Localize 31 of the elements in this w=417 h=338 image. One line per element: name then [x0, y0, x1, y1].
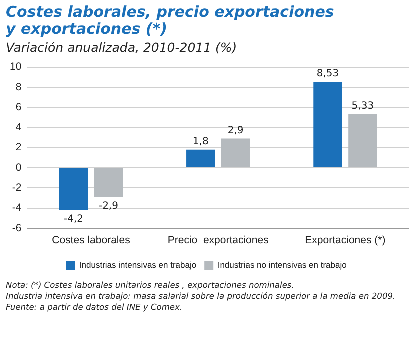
bar — [314, 82, 342, 168]
y-tick-label: 0 — [16, 162, 22, 174]
y-tick-label: -4 — [12, 202, 22, 214]
text: Industria intensiva en trabajo: masa salarial sobre la producción superior a la media en 2009. — [6, 291, 397, 302]
y-tick-label: 6 — [16, 101, 22, 114]
data-label: -2,9 — [98, 200, 118, 212]
y-tick-label: -2 — [12, 182, 22, 194]
source-note: Fuente: a partir de datos del INE y Comex. — [6, 302, 184, 313]
x-tick-label: Precio exportaciones — [168, 234, 269, 247]
data-label: -4,2 — [64, 214, 84, 225]
data-label: 2,9 — [228, 125, 244, 136]
y-tick-label: 8 — [16, 81, 22, 94]
chart-subtitle: Variación anualizada, 2010-2011 (%) — [6, 40, 238, 55]
legend-label: Industrias no intensivas en trabajo — [218, 260, 348, 270]
bar — [221, 138, 250, 168]
y-tick-label: 4 — [16, 122, 22, 134]
y-tick-label: -6 — [12, 222, 22, 234]
x-tick-label: Costes laborales — [52, 234, 130, 247]
x-tick-label: Exportaciones (*) — [305, 234, 386, 247]
y-tick-label: 10 — [10, 61, 22, 74]
y-tick-label: 2 — [16, 142, 22, 154]
bar — [94, 168, 124, 198]
data-label: 5,33 — [352, 100, 374, 112]
bar — [186, 150, 216, 168]
text: Nota: (*) Costes laborales unitarios reales , exportaciones nominales. — [6, 280, 296, 291]
bar — [348, 114, 378, 168]
data-label: 1,8 — [192, 136, 209, 148]
chart-title: Costes laborales, precio exportaciones y exportaciones (*) — [6, 3, 336, 38]
legend-label: Industrias intensivas en trabajo — [79, 260, 197, 270]
data-label: 8,53 — [316, 68, 340, 80]
bar — [59, 168, 88, 210]
